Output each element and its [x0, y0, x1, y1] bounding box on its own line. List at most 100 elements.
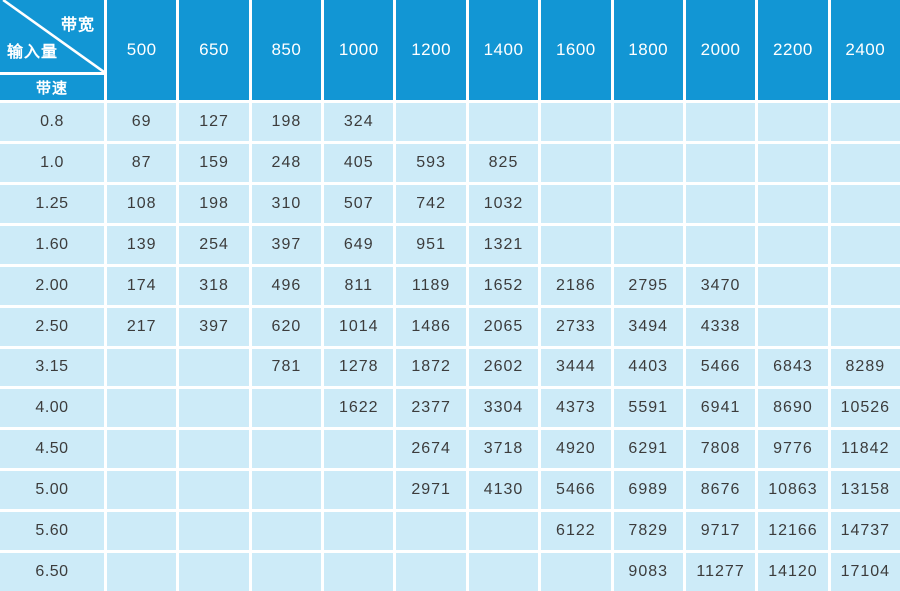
table-cell: 11277	[685, 553, 756, 591]
table-cell-empty	[107, 389, 177, 428]
table-cell-empty	[830, 225, 900, 264]
col-header-850: 850	[251, 0, 322, 100]
table-cell: 2795	[613, 266, 683, 305]
row-header-2.00: 2.00	[0, 266, 104, 305]
table-cell: 127	[179, 103, 249, 141]
table-cell: 4130	[468, 471, 539, 510]
table-cell: 1622	[324, 389, 394, 428]
table-cell: 69	[107, 103, 177, 141]
row-header-5.00: 5.00	[0, 471, 104, 510]
table-cell-empty	[179, 430, 249, 469]
table-cell-empty	[107, 512, 177, 551]
table-cell: 2971	[396, 471, 466, 510]
table-cell-empty	[396, 512, 466, 551]
table-cell-empty	[541, 103, 611, 141]
table-cell-empty	[830, 143, 900, 182]
table-cell: 5466	[541, 471, 611, 510]
table-cell-empty	[107, 553, 177, 591]
table-cell: 217	[107, 307, 177, 346]
table-cell: 108	[107, 184, 177, 223]
table-cell-empty	[685, 225, 756, 264]
table-cell: 318	[179, 266, 249, 305]
table-cell-empty	[541, 225, 611, 264]
table-cell: 7808	[685, 430, 756, 469]
row-header-1.25: 1.25	[0, 184, 104, 223]
table-cell: 1321	[468, 225, 539, 264]
table-cell: 649	[324, 225, 394, 264]
table-cell-empty	[541, 143, 611, 182]
table-cell-empty	[396, 553, 466, 591]
table-cell: 4338	[685, 307, 756, 346]
table-cell: 3444	[541, 348, 611, 387]
table-cell: 198	[179, 184, 249, 223]
table-cell: 8676	[685, 471, 756, 510]
table-cell: 198	[251, 103, 322, 141]
table-cell: 397	[251, 225, 322, 264]
table-cell-empty	[685, 184, 756, 223]
table-cell-empty	[179, 471, 249, 510]
col-header-1000: 1000	[324, 0, 394, 100]
table-cell-empty	[758, 103, 828, 141]
table-cell: 11842	[830, 430, 900, 469]
table-cell: 324	[324, 103, 394, 141]
table-cell: 2186	[541, 266, 611, 305]
table-cell: 9776	[758, 430, 828, 469]
col-header-650: 650	[179, 0, 249, 100]
table-cell: 13158	[830, 471, 900, 510]
table-cell: 593	[396, 143, 466, 182]
table-cell-empty	[396, 103, 466, 141]
table-cell-empty	[179, 512, 249, 551]
table-cell-empty	[758, 184, 828, 223]
col-header-1800: 1800	[613, 0, 683, 100]
table-cell-empty	[468, 103, 539, 141]
table-cell-empty	[830, 307, 900, 346]
table-cell: 2733	[541, 307, 611, 346]
table-cell: 507	[324, 184, 394, 223]
table-cell: 2065	[468, 307, 539, 346]
col-header-1200: 1200	[396, 0, 466, 100]
corner-label-belt-speed: 带速	[0, 75, 104, 100]
table-cell: 6989	[613, 471, 683, 510]
table-cell: 248	[251, 143, 322, 182]
row-header-0.8: 0.8	[0, 103, 104, 141]
table-cell: 174	[107, 266, 177, 305]
table-cell-empty	[468, 553, 539, 591]
table-cell: 3470	[685, 266, 756, 305]
table-cell: 2377	[396, 389, 466, 428]
table-cell: 8289	[830, 348, 900, 387]
table-cell: 310	[251, 184, 322, 223]
col-header-2400: 2400	[830, 0, 900, 100]
table-cell-empty	[251, 553, 322, 591]
table-cell: 6843	[758, 348, 828, 387]
table-cell: 3304	[468, 389, 539, 428]
table-cell: 9717	[685, 512, 756, 551]
table-cell: 2674	[396, 430, 466, 469]
row-header-5.60: 5.60	[0, 512, 104, 551]
table-cell-empty	[613, 184, 683, 223]
table-cell: 4403	[613, 348, 683, 387]
table-cell-empty	[613, 103, 683, 141]
table-cell-empty	[613, 143, 683, 182]
corner-diagonal-area: 带宽 输入量	[0, 0, 104, 72]
col-header-2200: 2200	[758, 0, 828, 100]
diagonal-divider-line	[0, 0, 104, 72]
table-cell: 397	[179, 307, 249, 346]
table-cell-empty	[107, 471, 177, 510]
table-cell: 6122	[541, 512, 611, 551]
table-cell: 1872	[396, 348, 466, 387]
corner-header-cell: 带宽 输入量 带速	[0, 0, 104, 100]
table-cell-empty	[758, 307, 828, 346]
table-cell: 17104	[830, 553, 900, 591]
table-cell-empty	[107, 430, 177, 469]
table-cell: 9083	[613, 553, 683, 591]
row-header-1.60: 1.60	[0, 225, 104, 264]
table-cell: 87	[107, 143, 177, 182]
corner-divider	[0, 72, 104, 75]
table-cell-empty	[685, 103, 756, 141]
col-header-500: 500	[107, 0, 177, 100]
table-cell: 254	[179, 225, 249, 264]
table-cell: 6291	[613, 430, 683, 469]
table-cell: 1014	[324, 307, 394, 346]
table-cell: 781	[251, 348, 322, 387]
col-header-2000: 2000	[685, 0, 756, 100]
